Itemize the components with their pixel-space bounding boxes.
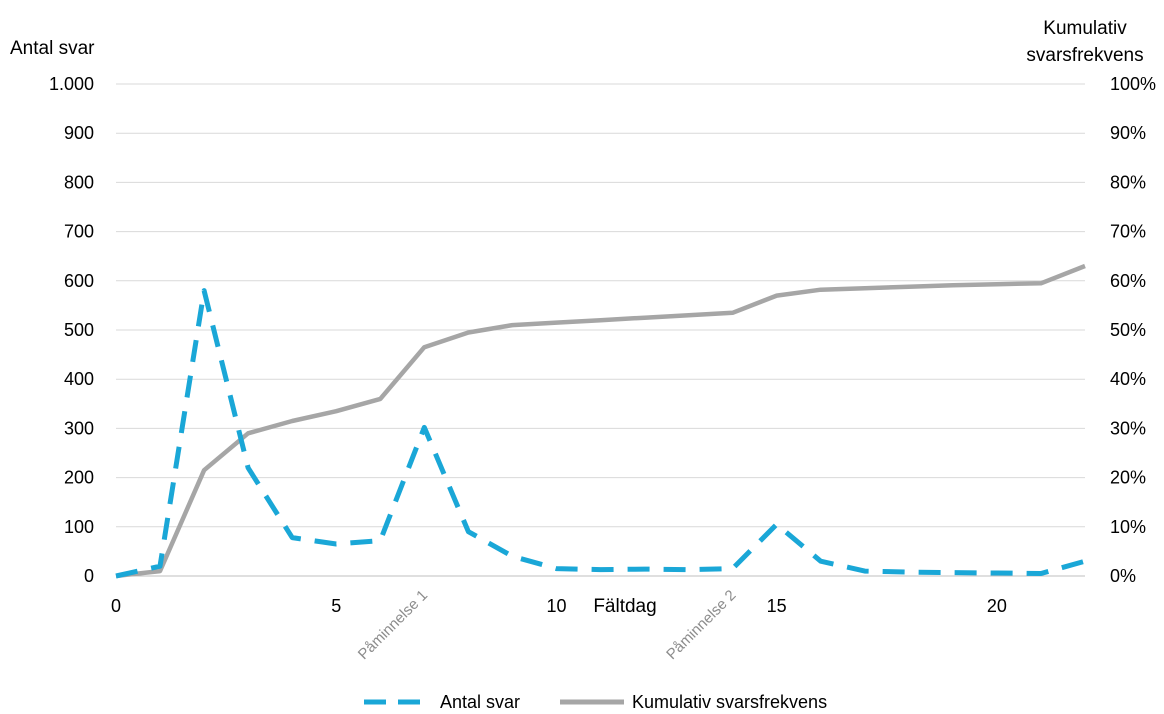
left-axis-ticks: 0 100 200 300 400 500 600 700 800 900 1.000 [49,74,94,586]
left-tick-label: 800 [64,172,94,192]
right-tick-label: 30% [1110,418,1146,438]
gridlines [116,83,1085,577]
x-tick-label: 10 [546,596,566,616]
x-tick-label: 15 [767,596,787,616]
left-tick-label: 1.000 [49,74,94,94]
right-tick-label: 0% [1110,566,1136,586]
left-tick-label: 900 [64,123,94,143]
x-tick-label: 5 [331,596,341,616]
annotation-label: Påminnelse 2 [663,587,739,663]
left-tick-label: 300 [64,418,94,438]
left-tick-label: 600 [64,271,94,291]
annotation-label: Påminnelse 1 [355,587,431,663]
right-axis-title-line-2: svarsfrekvens [1026,45,1143,66]
left-tick-label: 700 [64,222,94,242]
right-axis-title-line-1: Kumulativ [1043,18,1127,39]
legend-label-kumulativ: Kumulativ svarsfrekvens [632,692,827,709]
right-tick-label: 10% [1110,517,1146,537]
series-line-antal-svar [115,288,1086,579]
left-tick-label: 200 [64,468,94,488]
legend: Antal svar Kumulativ svarsfrekvens [364,692,827,712]
x-axis-title: Fältdag [593,596,656,617]
right-tick-label: 60% [1110,271,1146,291]
right-tick-label: 100% [1110,74,1156,94]
right-tick-label: 90% [1110,123,1146,143]
x-tick-label: 0 [111,596,121,616]
legend-label-antal-svar: Antal svar [440,692,520,709]
x-tick-label: 20 [987,596,1007,616]
left-tick-label: 0 [84,566,94,586]
series-line-kumulativ [115,263,1086,579]
left-tick-label: 400 [64,369,94,389]
left-axis-title: Antal svar [10,38,95,59]
right-tick-label: 80% [1110,172,1146,192]
right-axis-ticks: 0% 10% 20% 30% 40% 50% 60% 70% 80% 90% 100% [1110,74,1156,586]
left-tick-label: 500 [64,320,94,340]
right-tick-label: 40% [1110,369,1146,389]
right-tick-label: 50% [1110,320,1146,340]
right-tick-label: 70% [1110,222,1146,242]
right-tick-label: 20% [1110,468,1146,488]
series [115,263,1086,579]
x-axis-ticks: 0 5 10 15 20 [111,596,1007,616]
left-tick-label: 100 [64,517,94,537]
